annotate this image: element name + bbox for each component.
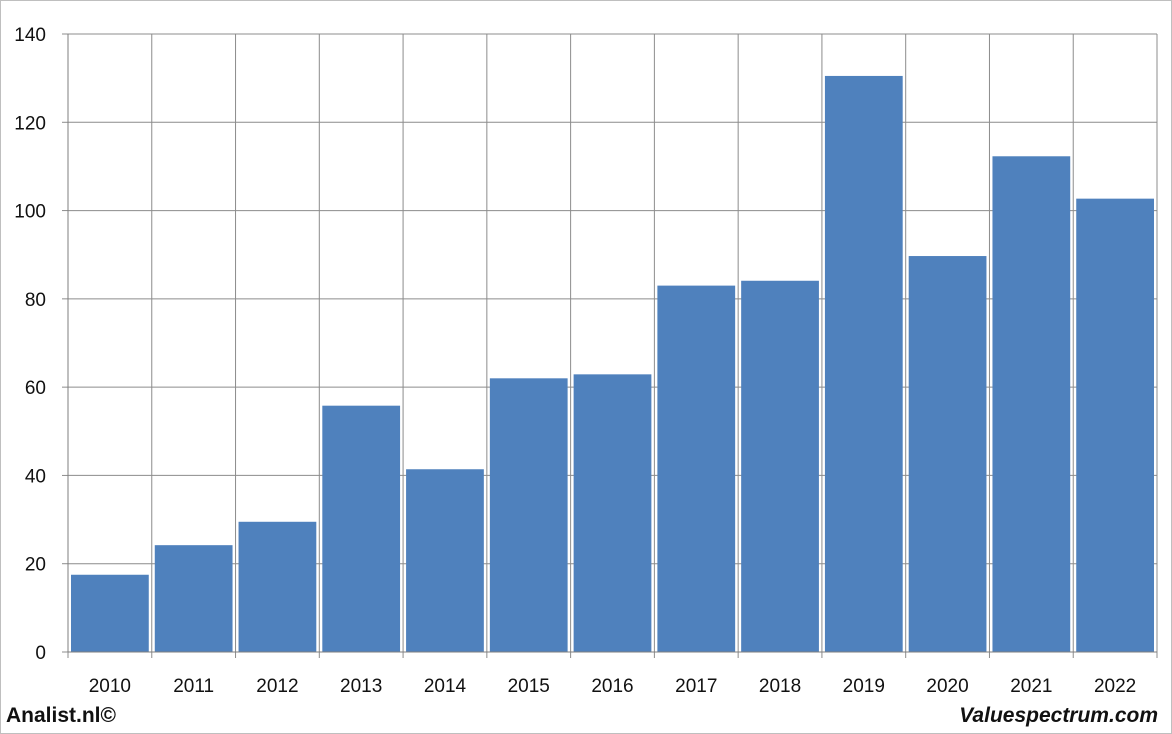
bar-2019 [824,75,903,652]
x-tick-label: 2010 [89,676,131,697]
y-tick-label: 120 [14,113,46,134]
x-tick-label: 2016 [591,676,633,697]
x-tick-label: 2012 [256,676,298,697]
bar-2011 [154,545,233,652]
bars [71,75,1154,653]
bar-2017 [657,285,736,652]
y-tick-label: 100 [14,202,46,223]
bar-2010 [71,574,149,652]
bar-2022 [1076,198,1154,652]
y-tick-label: 140 [14,25,46,46]
x-tick-label: 2015 [508,676,550,697]
x-tick-label: 2013 [340,676,382,697]
y-tick-label: 40 [25,466,46,487]
x-tick-label: 2018 [759,676,801,697]
bar-2020 [908,256,987,652]
x-tick-label: 2021 [1010,676,1052,697]
x-tick-label: 2019 [843,676,885,697]
bar-2014 [406,469,484,652]
x-tick-label: 2017 [675,676,717,697]
y-tick-label: 0 [35,643,46,664]
bar-2012 [238,521,317,652]
axes: 0 20 40 60 80 100 120 140 2010 2011 2012 2013 2014 20… [14,25,1158,697]
bar-2015 [489,378,568,652]
y-tick-label: 80 [25,290,46,311]
x-tick-label: 2022 [1094,676,1136,697]
y-tick-label: 60 [25,378,46,399]
footer-source-right: Valuespectrum.com [959,704,1158,727]
x-tick-label: 2011 [173,676,214,697]
bar-2018 [741,280,819,652]
x-tick-label: 2020 [926,676,968,697]
bar-2021 [992,156,1071,653]
x-tick-label: 2014 [424,676,467,697]
y-tick-label: 20 [25,555,46,576]
footer-source-left: Analist.nl© [6,704,116,727]
bar-2016 [573,374,652,652]
bar-2013 [322,405,401,652]
